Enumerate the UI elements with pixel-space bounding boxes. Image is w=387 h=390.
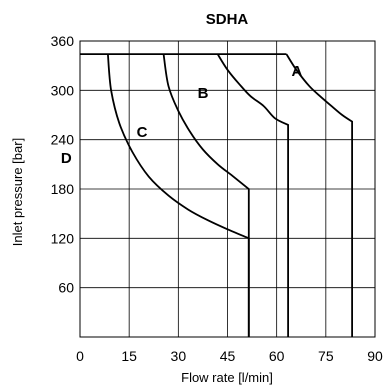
x-tick-label: 0 — [76, 348, 84, 364]
x-tick-label: 75 — [318, 348, 334, 364]
x-tick-label: 15 — [121, 348, 137, 364]
y-tick-label: 240 — [51, 132, 75, 148]
series-line-c — [162, 54, 250, 337]
tick-labels: 0 15 30 45 60 75 90 60 120 180 240 300 360 — [51, 33, 383, 364]
x-tick-label: 45 — [220, 348, 236, 364]
series-label-d: D — [61, 150, 72, 167]
series-line-a — [285, 53, 353, 337]
y-tick-label: 60 — [58, 280, 74, 296]
x-tick-label: 60 — [269, 348, 285, 364]
x-axis-label: Flow rate [l/min] — [181, 370, 273, 385]
y-tick-label: 180 — [51, 181, 75, 197]
x-tick-label: 90 — [367, 348, 383, 364]
x-tick-label: 30 — [171, 348, 187, 364]
y-tick-label: 300 — [51, 82, 75, 98]
series-line-d — [107, 54, 250, 337]
y-tick-label: 360 — [51, 33, 75, 49]
series-label-c: C — [137, 124, 148, 141]
y-axis-label: Inlet pressure [bar] — [10, 138, 25, 246]
series-label-a: A — [292, 63, 303, 80]
series-label-b: B — [198, 85, 209, 102]
series-lines — [80, 53, 353, 337]
grid — [79, 40, 376, 338]
chart-title: SDHA — [206, 11, 249, 28]
curve-labels: D C B A — [61, 63, 303, 167]
y-tick-label: 120 — [51, 230, 75, 246]
series-line-b — [216, 53, 289, 337]
